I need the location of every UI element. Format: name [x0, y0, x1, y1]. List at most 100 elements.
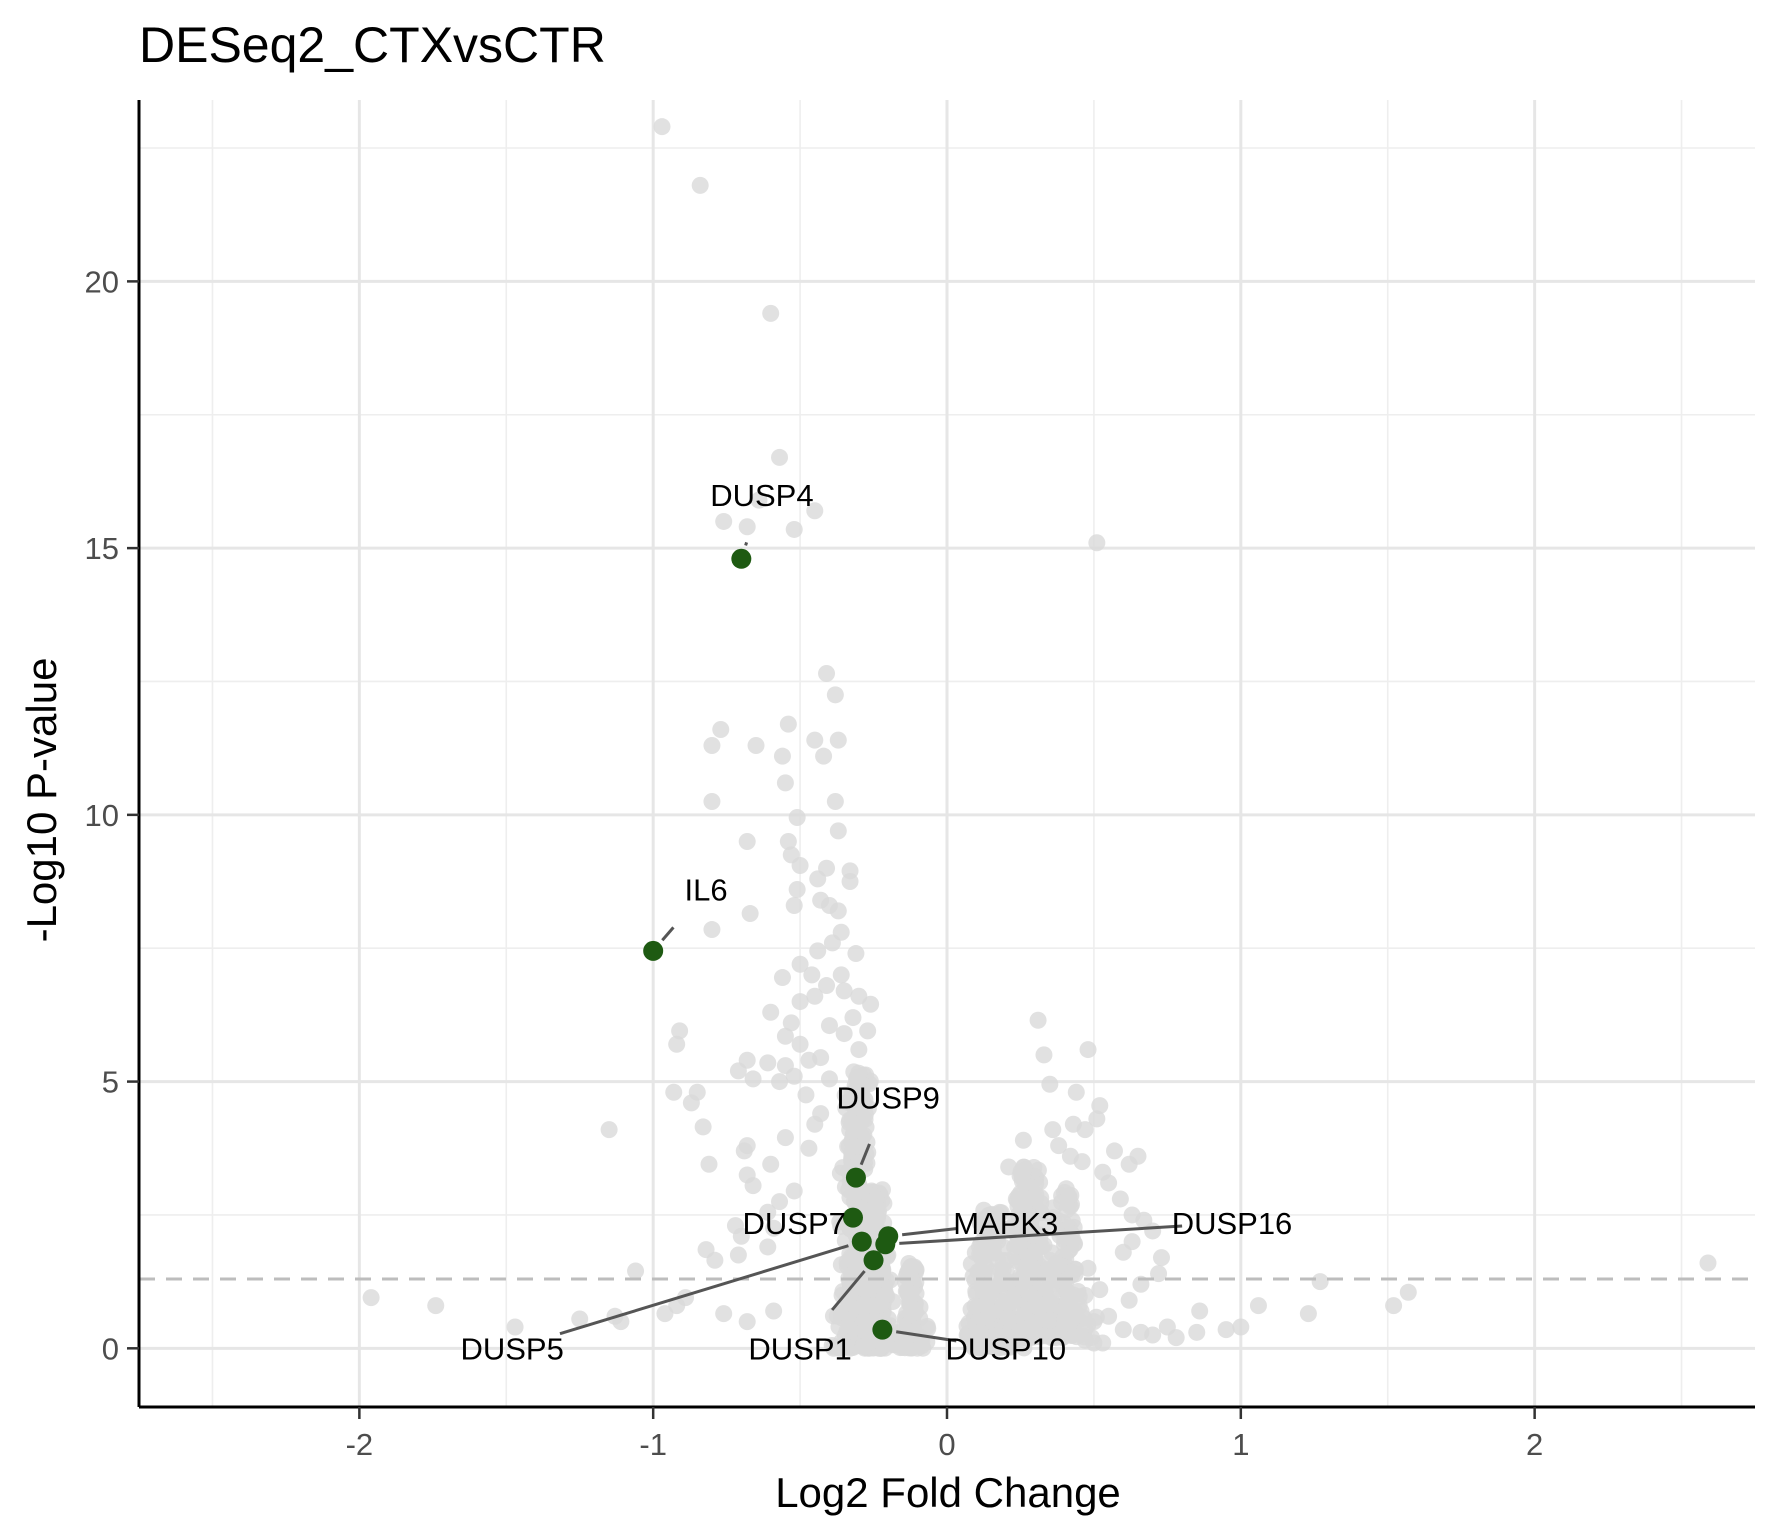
y-axis-ticks: 0 5 10 15 20 — [85, 264, 139, 1366]
background-point — [826, 686, 844, 704]
x-tick-label: -2 — [346, 1427, 374, 1462]
background-point — [806, 731, 824, 749]
background-point — [806, 502, 824, 520]
background-point — [791, 857, 809, 875]
background-point — [825, 1339, 843, 1357]
background-point — [857, 1118, 875, 1136]
background-point — [1144, 1222, 1162, 1240]
background-point — [744, 1177, 762, 1195]
background-point — [997, 1262, 1015, 1280]
background-point — [1120, 1291, 1138, 1309]
background-point — [1111, 1190, 1129, 1208]
background-point — [773, 747, 791, 765]
background-point — [1150, 1265, 1168, 1283]
background-point — [856, 1322, 874, 1340]
background-point — [694, 1118, 712, 1136]
background-point — [797, 1086, 815, 1104]
background-point — [898, 1322, 916, 1340]
y-tick-label: 15 — [85, 531, 119, 566]
background-point — [703, 921, 721, 939]
background-point — [841, 873, 859, 891]
background-point — [820, 1070, 838, 1088]
background-point — [1000, 1158, 1018, 1176]
background-point — [803, 966, 821, 984]
background-point — [671, 1022, 689, 1040]
background-point — [762, 1155, 780, 1173]
background-point — [969, 1263, 987, 1281]
background-point — [1079, 1259, 1097, 1277]
background-point — [844, 1009, 862, 1027]
background-point — [735, 1142, 753, 1160]
background-point — [1041, 1251, 1059, 1269]
background-point — [776, 1129, 794, 1147]
point-dusp4 — [731, 548, 752, 569]
label-dusp10: DUSP10 — [945, 1331, 1066, 1366]
y-axis-label: -Log10 P-value — [18, 658, 65, 943]
background-point — [1009, 1326, 1027, 1344]
x-tick-label: 0 — [938, 1427, 955, 1462]
label-dusp16: DUSP16 — [1172, 1206, 1293, 1241]
background-point — [809, 870, 827, 888]
background-point — [966, 1297, 984, 1315]
background-point — [1026, 1314, 1044, 1332]
background-point — [1299, 1305, 1317, 1323]
x-tick-label: -1 — [639, 1427, 667, 1462]
background-point — [715, 1305, 733, 1323]
background-point — [668, 1035, 686, 1053]
background-point — [862, 1277, 880, 1295]
label-dusp7: DUSP7 — [743, 1206, 846, 1241]
background-point — [776, 1027, 794, 1045]
point-dusp5 — [851, 1231, 872, 1252]
background-point — [1088, 534, 1106, 552]
background-point — [691, 176, 709, 194]
point-dusp7 — [842, 1207, 863, 1228]
background-point — [1311, 1273, 1329, 1291]
background-point — [1017, 1190, 1035, 1208]
background-point — [1152, 1249, 1170, 1267]
background-point — [818, 664, 836, 682]
label-connectors — [559, 541, 1183, 1343]
background-point — [855, 1337, 873, 1355]
background-point — [1091, 1281, 1109, 1299]
background-point — [1385, 1297, 1403, 1315]
background-point — [1044, 1121, 1062, 1139]
background-point — [747, 736, 765, 754]
background-point — [738, 518, 756, 536]
background-point — [759, 1203, 777, 1221]
connector-dusp16 — [899, 1224, 1183, 1245]
background-point — [771, 1073, 789, 1091]
background-point — [1057, 1272, 1075, 1290]
background-point — [785, 520, 803, 538]
background-point — [600, 1121, 618, 1139]
label-mapk3: MAPK3 — [953, 1206, 1058, 1241]
background-point — [806, 1115, 824, 1133]
background-point — [820, 1017, 838, 1035]
y-tick-label: 10 — [85, 798, 119, 833]
background-point — [1100, 1307, 1118, 1325]
background-point — [971, 1323, 989, 1341]
background-point — [843, 1114, 861, 1132]
background-point — [759, 1054, 777, 1072]
background-point — [845, 1137, 863, 1155]
background-point — [862, 995, 880, 1013]
background-point — [800, 1139, 818, 1157]
background-point — [1073, 1153, 1091, 1171]
background-point — [656, 1305, 674, 1323]
y-tick-label: 0 — [102, 1331, 119, 1366]
background-point — [362, 1289, 380, 1307]
background-point — [1249, 1297, 1267, 1315]
background-point — [788, 881, 806, 899]
background-point — [1191, 1302, 1209, 1320]
connector-il6 — [661, 926, 675, 942]
background-point — [1188, 1323, 1206, 1341]
background-point — [1015, 1158, 1033, 1176]
background-point — [1064, 1115, 1082, 1133]
background-point — [867, 1190, 885, 1208]
background-point — [1129, 1147, 1147, 1165]
y-tick-label: 5 — [102, 1065, 119, 1100]
chart-title: DESeq2_CTXvsCTR — [139, 17, 606, 73]
background-point — [1114, 1243, 1132, 1261]
background-point — [785, 1182, 803, 1200]
label-dusp5: DUSP5 — [460, 1331, 563, 1366]
